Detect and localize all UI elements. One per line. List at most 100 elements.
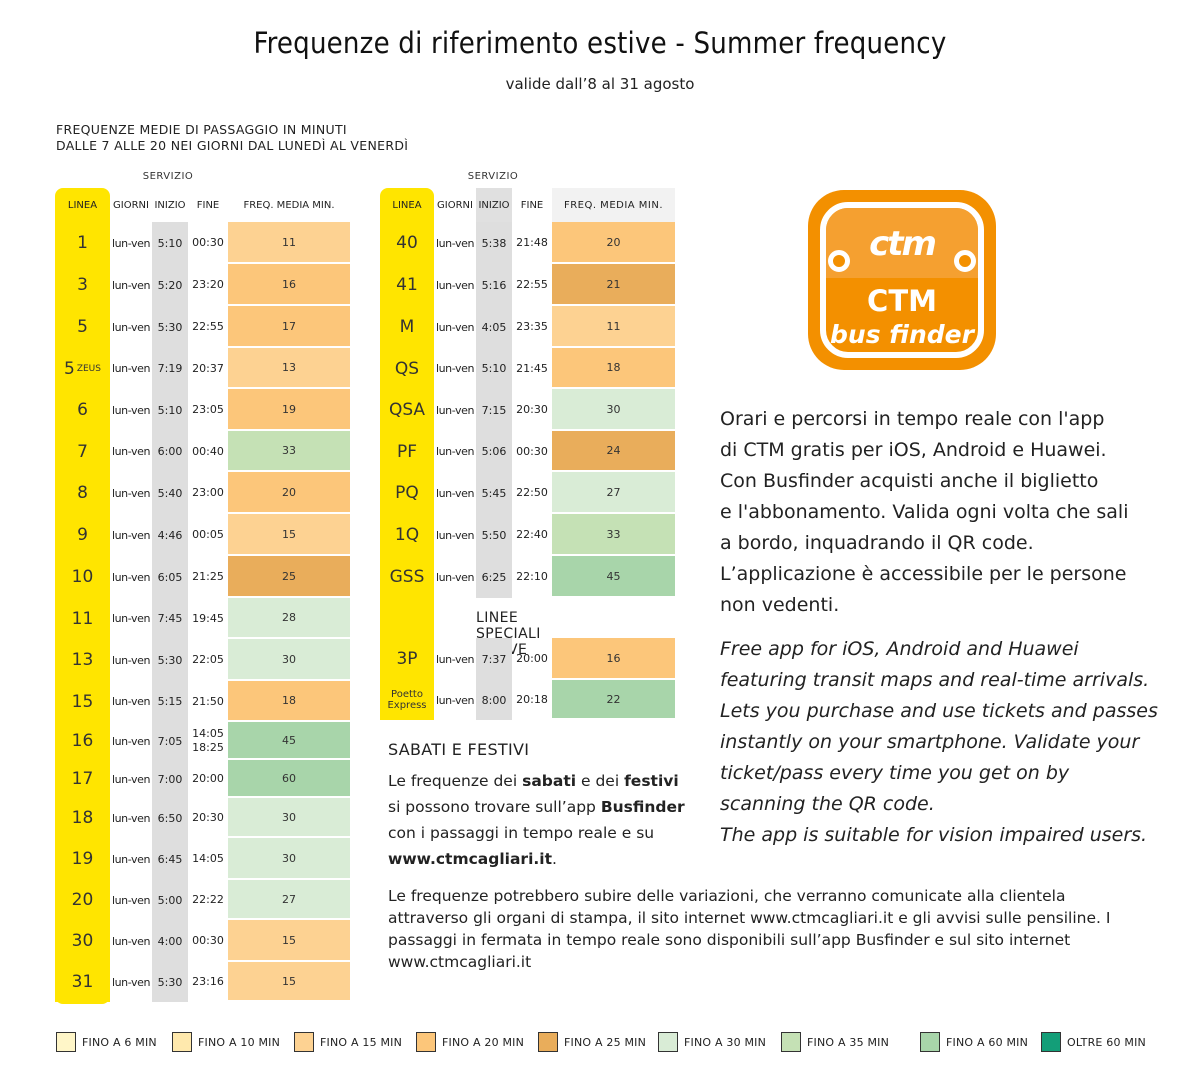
linea-cell: 3P [380,638,434,680]
legend-label: FINO A 35 MIN [807,1035,890,1049]
linea-cell: 1 [55,222,110,264]
linea-column-end [55,992,110,1004]
giorni-cell: lun-ven [111,570,151,584]
inizio-cell: 8:00 [476,680,512,720]
legend-item: FINO A 15 MIN [294,1030,402,1054]
sabati-t5: . [552,850,557,868]
sabati-website-link[interactable]: www.ctmcagliari.it [388,850,552,868]
app-it-line: non vedenti. [720,594,840,616]
linea-label: PF [396,441,418,462]
linea-label: 18 [71,808,94,828]
linea-cell: 3 [55,264,110,306]
left-row: 20 lun-ven 5:00 22:22 27 [0,880,700,920]
freq-cell: 17 [228,306,350,348]
giorni-cell: lun-ven [435,652,475,666]
freq-cell: 45 [552,556,675,598]
fine-time-1: 14:05 [192,727,224,740]
fine-cell: 00:30 [192,934,224,947]
freq-cell: 30 [552,389,675,431]
giorni-cell: lun-ven [111,362,151,375]
giorni-cell: lun-ven [111,278,151,292]
servizio-header: SERVIZIO [142,171,194,182]
inizio-cell: 5:45 [476,472,512,514]
right-row: QSA lun-ven 7:15 20:30 30 [0,389,700,431]
logo-busfinder-text: bus finder [830,320,974,349]
legend-item: FINO A 25 MIN [538,1030,646,1054]
freq-cell: 11 [228,222,350,264]
app-it-line: di CTM gratis per iOS, Android e Huawei. [720,439,1107,461]
giorni-cell: lun-ven [435,403,475,417]
giorni-header-right: GIORNI [437,199,473,211]
servizio-header-right: SERVIZIO [467,171,519,182]
sabati-t2: e dei [576,772,625,790]
freq-cell: 30 [228,838,350,880]
freq-cell: 18 [552,348,675,389]
fine-cell: 14:05 [192,852,224,865]
inizio-cell: 5:30 [152,306,188,348]
legend-label: FINO A 25 MIN [564,1035,647,1049]
legend-item: FINO A 30 MIN [658,1030,766,1054]
fine-cell: 21:45 [516,361,548,375]
linea-cell: 11 [55,598,110,639]
fine-time-2: 18:25 [192,741,224,754]
linea-label: 15 [71,691,94,712]
app-it-line: Orari e percorsi in tempo reale con l'ap… [720,408,1105,430]
fine-cell: 22:55 [516,278,548,291]
giorni-cell: lun-ven [111,612,151,625]
sabati-b1: sabati [522,772,577,790]
legend-swatch [658,1032,678,1052]
left-row: 15 lun-ven 5:15 21:50 18 [0,681,700,722]
linea-cell: 17 [55,760,110,798]
freq-cell: 24 [552,431,675,472]
linea-label: 16 [71,731,94,751]
sabati-t1: Le frequenze dei [388,772,523,790]
linea-label: 10 [71,567,94,587]
freq-cell: 33 [552,514,675,556]
app-en-line: featuring transit maps and real-time arr… [720,669,1150,691]
linea-cell: QSA [380,389,434,431]
giorni-cell: lun-ven [435,320,475,334]
legend-swatch [781,1032,801,1052]
left-row: 3 lun-ven 5:20 23:20 16 [0,264,700,306]
inizio-cell: 5:20 [152,264,188,306]
right-row: 1Q lun-ven 5:50 22:40 33 [0,514,700,556]
logo-frame: ctm CTM bus finder [820,202,984,358]
linea-label: 1 [77,233,88,253]
linea-label: PQ [395,483,419,503]
linea-label: 17 [71,769,94,789]
linea-cell: PQ [380,472,434,514]
app-it-line: a bordo, inquadrando il QR code. [720,532,1034,554]
linea-cell: 19 [55,838,110,880]
freq-header-right: FREQ. MEDIA MIN. [552,188,675,222]
giorni-cell: lun-ven [111,236,151,250]
inizio-cell: 5:00 [152,880,188,920]
legend-label: FINO A 15 MIN [320,1035,403,1049]
giorni-cell: lun-ven [435,362,475,375]
linea-label: 20 [71,890,94,910]
linea-cell: 5 ZEUS [55,348,110,389]
inizio-cell: 5:30 [152,962,188,1002]
app-it-line: e l'abbonamento. Valida ogni volta che s… [720,501,1129,523]
left-row: 9 lun-ven 4:46 00:05 15 [0,514,700,556]
fine-cell: 22:22 [192,893,224,906]
linea-cell: 1Q [380,514,434,556]
page-title: Frequenze di riferimento estive - Summer… [253,26,947,60]
left-row: 19 lun-ven 6:45 14:05 30 [0,838,700,880]
fine-cell: 20:30 [516,403,548,416]
inizio-cell: 7:05 [152,722,188,760]
right-row: PQ lun-ven 5:45 22:50 27 [0,472,700,514]
fine-cell: 00:40 [192,444,224,458]
linea-label: 1Q [394,525,420,545]
fine-cell: 20:18 [516,693,548,706]
legend-swatch [1041,1032,1061,1052]
inizio-cell: 4:46 [152,514,188,556]
giorni-cell: lun-ven [111,934,151,948]
legend-swatch [416,1032,436,1052]
right-row: 41 lun-ven 5:16 22:55 21 [0,264,700,306]
linea-cell: 16 [55,722,110,760]
logo-wheel-left-icon [828,250,850,272]
legend-label: FINO A 6 MIN [82,1035,157,1049]
sabati-title: SABATI E FESTIVI [388,740,530,759]
sabati-b2: festivi [624,772,679,790]
app-it-line: Con Busfinder acquisti anche il bigliett… [720,470,1099,492]
